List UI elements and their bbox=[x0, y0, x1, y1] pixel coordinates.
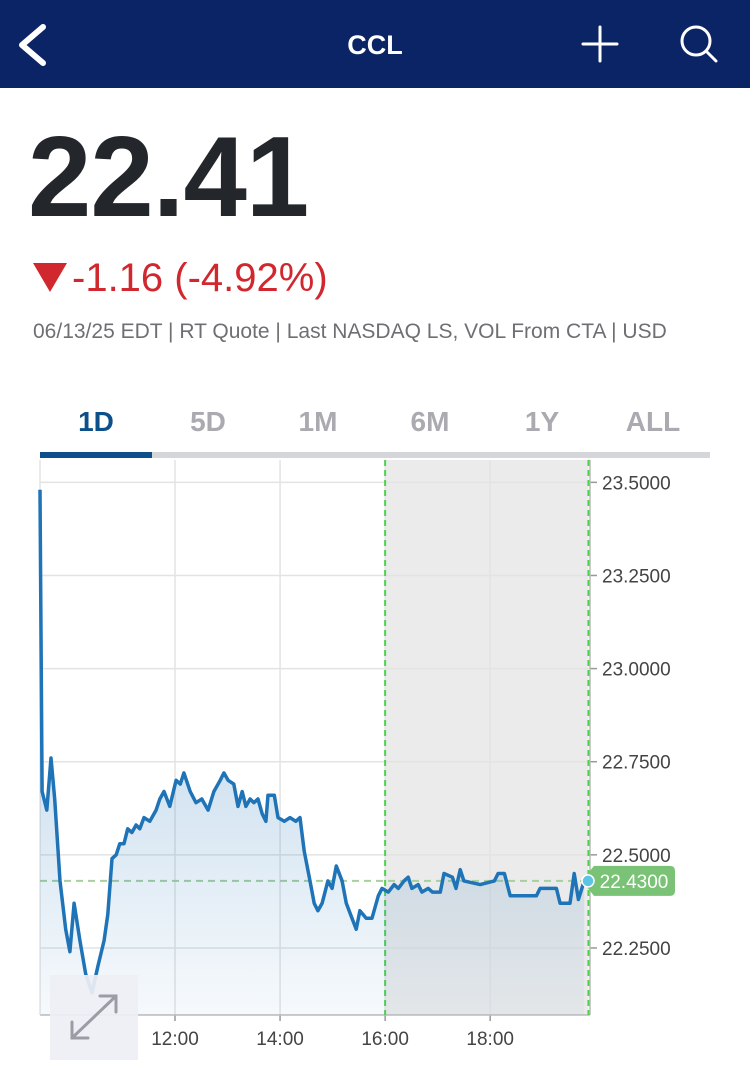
y-tick-label: 22.7500 bbox=[602, 753, 671, 774]
tab-underline bbox=[40, 452, 710, 458]
y-tick-label: 23.5000 bbox=[602, 473, 671, 494]
range-tab[interactable]: 5D bbox=[190, 406, 226, 437]
range-tab[interactable]: 1Y bbox=[524, 406, 560, 437]
last-price-tag bbox=[582, 865, 675, 896]
last-price-dot bbox=[581, 874, 595, 888]
last-price-label: 22.4300 bbox=[600, 872, 669, 893]
y-tick-label: 23.2500 bbox=[602, 566, 671, 587]
symbol-title: CCL bbox=[347, 30, 403, 60]
nav-icons bbox=[19, 24, 718, 66]
range-tab[interactable]: 6M bbox=[410, 406, 450, 437]
tab-selected-underline bbox=[40, 452, 152, 458]
range-tab[interactable]: ALL bbox=[625, 406, 681, 437]
expand-button[interactable] bbox=[50, 975, 138, 1060]
y-tick-label: 22.2500 bbox=[602, 939, 671, 960]
x-tick-label: 14:00 bbox=[256, 1029, 304, 1050]
last-price: 22.41 bbox=[28, 114, 309, 241]
price-line bbox=[38, 489, 586, 995]
range-tab[interactable]: 1M bbox=[298, 406, 338, 437]
expand-icon bbox=[70, 994, 118, 1040]
range-tab[interactable]: 1D bbox=[78, 406, 114, 437]
quote-meta: 06/13/25 EDT | RT Quote | Last NASDAQ LS… bbox=[33, 320, 667, 343]
down-arrow bbox=[33, 263, 67, 292]
y-tick-label: 22.5000 bbox=[602, 846, 671, 867]
x-tick-label: 18:00 bbox=[466, 1029, 514, 1050]
price-change: -1.16 (-4.92%) bbox=[72, 256, 328, 300]
x-tick-label: 12:00 bbox=[151, 1029, 199, 1050]
y-tick-label: 23.0000 bbox=[602, 660, 671, 681]
nav-bar bbox=[0, 0, 750, 88]
x-tick-label: 16:00 bbox=[361, 1029, 409, 1050]
search-button[interactable] bbox=[680, 25, 718, 63]
back-button[interactable] bbox=[19, 24, 46, 66]
add-button[interactable] bbox=[581, 25, 619, 63]
price-area bbox=[40, 489, 585, 1015]
